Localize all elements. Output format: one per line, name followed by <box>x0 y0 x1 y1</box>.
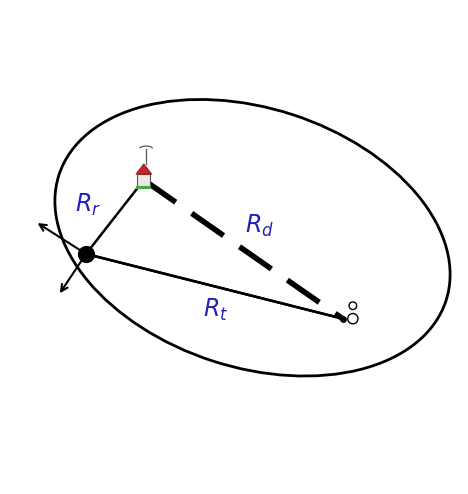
FancyBboxPatch shape <box>137 174 150 186</box>
FancyBboxPatch shape <box>137 186 151 189</box>
Point <box>349 315 357 323</box>
Text: $R_d$: $R_d$ <box>245 213 274 239</box>
Polygon shape <box>136 164 152 174</box>
Point <box>339 315 346 323</box>
Text: $R_r$: $R_r$ <box>75 192 102 218</box>
Point <box>349 302 357 310</box>
Text: $R_t$: $R_t$ <box>203 296 228 323</box>
Point <box>82 250 90 258</box>
